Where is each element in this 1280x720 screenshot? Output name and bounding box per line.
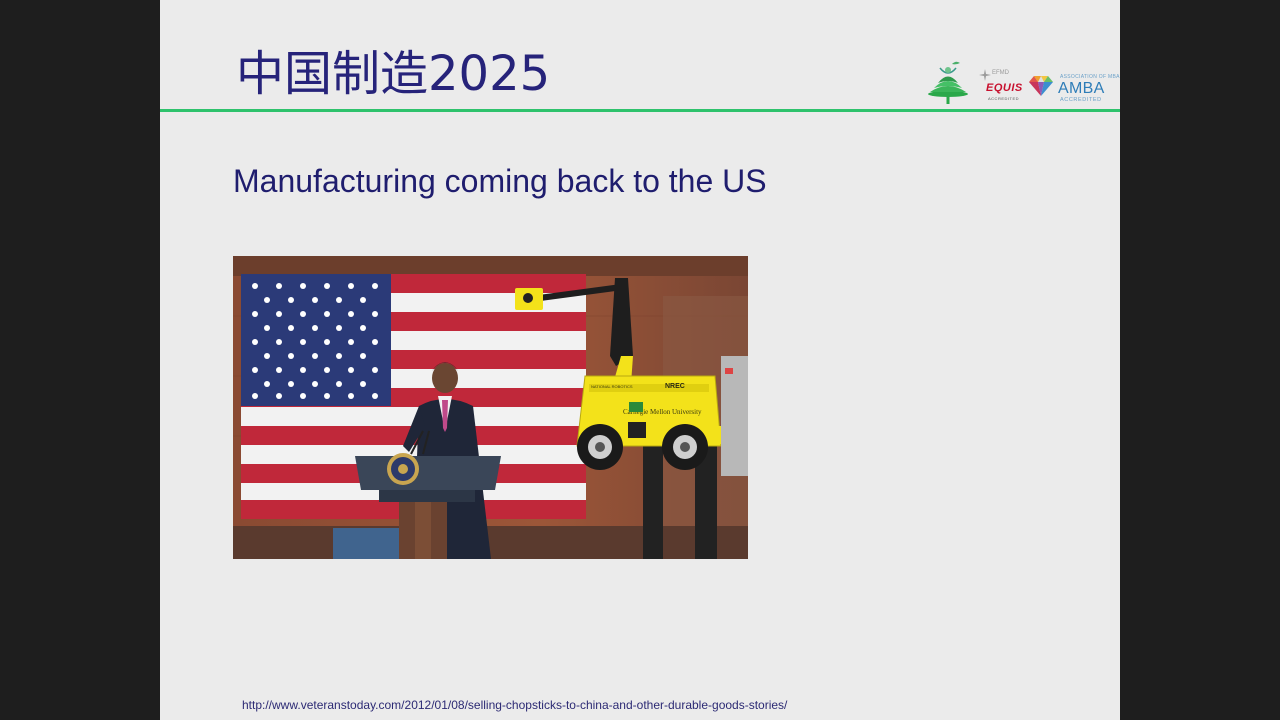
robot-text: Carnegie Mellon University bbox=[623, 408, 702, 416]
robot-side-label: NATIONAL ROBOTICS bbox=[591, 384, 633, 389]
equis-main-text: EQUIS bbox=[986, 82, 1023, 94]
slide: 中国制造2025 EFMD EQUIS ACCREDITED bbox=[160, 0, 1120, 720]
yellow-robot: Carnegie Mellon University NREC NATIONAL… bbox=[515, 278, 735, 559]
equis-star-icon bbox=[979, 69, 991, 81]
accreditation-logos: EFMD EQUIS ACCREDITED ASSOCIATION OF MBA… bbox=[924, 58, 1120, 108]
slide-title: 中国制造2025 bbox=[236, 46, 551, 102]
source-url-link[interactable]: http://www.veteranstoday.com/2012/01/08/… bbox=[242, 698, 788, 712]
title-divider bbox=[160, 109, 1120, 112]
amba-sub-text: ACCREDITED bbox=[1060, 97, 1102, 103]
slide-photo: Carnegie Mellon University NREC NATIONAL… bbox=[233, 256, 748, 559]
lotus-logo-icon bbox=[928, 61, 968, 104]
equis-small-text: EFMD bbox=[992, 70, 1009, 76]
amba-gem-icon bbox=[1029, 76, 1053, 96]
robot-badge: NREC bbox=[665, 383, 685, 390]
amba-small-text: ASSOCIATION OF MBAS bbox=[1060, 74, 1120, 80]
amba-logo: ASSOCIATION OF MBAS AMBA ACCREDITED bbox=[1028, 70, 1120, 106]
photo-president-flag-robot-icon: Carnegie Mellon University NREC NATIONAL… bbox=[233, 256, 748, 559]
slide-subtitle: Manufacturing coming back to the US bbox=[233, 163, 767, 199]
podium bbox=[355, 430, 501, 559]
equis-logo: EFMD EQUIS ACCREDITED bbox=[978, 68, 1024, 104]
amba-main-text: AMBA bbox=[1058, 80, 1105, 97]
equis-sub-text: ACCREDITED bbox=[988, 96, 1020, 101]
